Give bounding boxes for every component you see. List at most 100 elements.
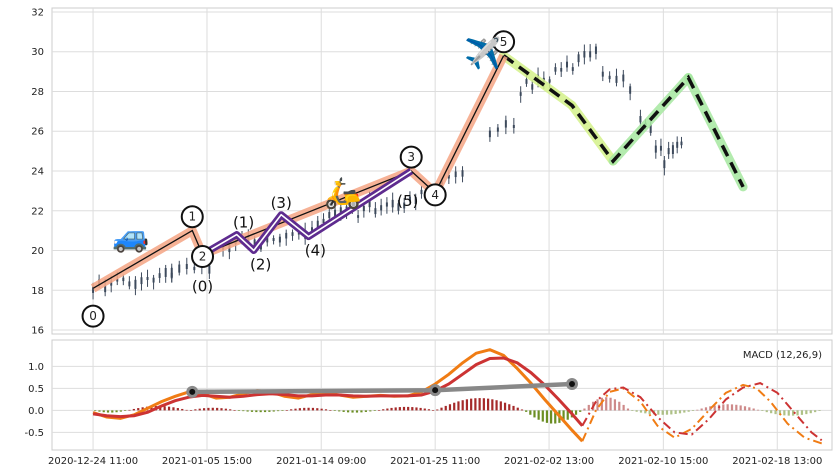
candle-body (368, 197, 371, 208)
macd-histogram-bar (431, 410, 435, 411)
primary-wave-label: 1 (188, 210, 196, 224)
macd-histogram-bar (259, 410, 262, 413)
candle-body (488, 130, 491, 138)
macd-histogram-bar (263, 410, 267, 413)
macd-histogram-bar (605, 397, 608, 411)
macd-histogram-bar (683, 410, 686, 413)
macd-y-tick-label: 0.0 (28, 406, 44, 417)
macd-histogram-bar (792, 410, 795, 416)
candle-body (525, 79, 528, 84)
macd-histogram-bar (648, 410, 651, 414)
price-panel: 16 18 20 22 24 26 28 30 32 0 1 2 3 4 5 (0) (1) (2) (3) (4) (… (31, 7, 833, 337)
macd-histogram-bar (351, 410, 354, 413)
macd-histogram-bar (141, 407, 144, 411)
macd-histogram-bar (320, 408, 323, 411)
macd-histogram-bar (224, 408, 227, 411)
macd-histogram-bar (587, 404, 590, 411)
candle-body (311, 227, 313, 231)
macd-histogram-bar (172, 407, 175, 411)
subwave-label: (2) (250, 255, 271, 273)
candle-body (278, 236, 281, 243)
macd-histogram-bar (626, 408, 630, 411)
primary-wave-label: 4 (431, 188, 439, 202)
price-y-tick-label: 22 (31, 206, 44, 217)
macd-histogram-bar (674, 410, 677, 414)
macd-histogram-bar (618, 401, 621, 411)
macd-histogram-bar (639, 410, 643, 413)
macd-histogram-bar (783, 410, 786, 416)
macd-histogram-bar (574, 410, 578, 415)
projection-wave-line (502, 54, 745, 188)
macd-histogram-bar (402, 406, 406, 411)
macd-histogram-bar (448, 404, 452, 411)
candle-body (649, 124, 652, 134)
macd-histogram-bar (119, 410, 122, 412)
macd-histogram-bar (566, 410, 569, 420)
macd-histogram-bar (770, 410, 773, 414)
candle-body (560, 67, 563, 72)
macd-histogram-bar (709, 406, 712, 411)
price-y-tick-label: 32 (31, 7, 44, 18)
price-y-tick-label: 24 (31, 167, 44, 178)
macd-histogram-bar (423, 408, 426, 411)
candle-body (122, 277, 125, 282)
macd-histogram-bar (176, 408, 179, 411)
macd-histogram-bar (415, 407, 418, 411)
macd-histogram-bar (748, 407, 751, 411)
subwave-label: (5) (397, 192, 418, 210)
macd-histogram-bar (290, 409, 293, 411)
macd-histogram-bar (726, 404, 729, 411)
candle-body (110, 281, 113, 286)
macd-histogram-bar (386, 408, 389, 411)
candle-body (380, 205, 383, 211)
macd-histogram-bar (512, 405, 515, 411)
wave-label-circle (492, 30, 516, 54)
macd-histogram-bar (194, 409, 197, 411)
candle-body (253, 239, 256, 246)
price-y-tick-label: 26 (31, 127, 44, 138)
macd-histogram-bar (691, 410, 695, 411)
x-tick-label: 2021-02-02 13:00 (504, 456, 594, 467)
macd-histogram-bar (377, 410, 381, 411)
subwave-label: (3) (271, 194, 292, 212)
candle-body (577, 54, 580, 63)
macd-histogram-bar (461, 400, 464, 411)
macd-histogram-bar (202, 408, 206, 411)
macd-histogram-bar (329, 410, 332, 411)
candle-body (391, 199, 394, 208)
subwave-label: (1) (233, 214, 254, 232)
candle-body (615, 75, 618, 83)
candle-body (334, 209, 337, 217)
macd-plot-frame (51, 339, 833, 451)
macd-histogram-bar (635, 410, 638, 412)
macd-histogram-bar (440, 407, 443, 411)
candle-body (659, 145, 662, 151)
subwave-inner-line (202, 170, 412, 256)
airplane-icon: ✈️ (464, 35, 501, 72)
macd-histogram-bar (796, 410, 799, 416)
macd-histogram-bar (394, 407, 397, 411)
wave-label-circle (81, 304, 105, 328)
macd-histogram-bar (470, 398, 473, 411)
wave-label-circle (423, 183, 447, 207)
macd-histogram-bar (600, 397, 603, 411)
macd-histogram-bar (419, 407, 422, 411)
divergence-point-inner (569, 381, 575, 387)
macd-histogram-bar (250, 410, 254, 412)
wave-label-circle (180, 205, 204, 229)
candle-body (128, 281, 131, 287)
macd-histogram-bar (503, 402, 507, 411)
macd-histogram-bar (411, 407, 414, 411)
macd-histogram-bar (562, 410, 565, 422)
candle-body (140, 277, 143, 285)
macd-histogram-bar (743, 406, 747, 411)
macd-histogram-bar (124, 410, 127, 411)
macd-histogram-bar (761, 410, 764, 411)
macd-histogram-bar (316, 408, 319, 411)
macd-histogram-bar (525, 410, 528, 412)
macd-histogram-bar (181, 408, 184, 411)
candle-body (447, 174, 450, 179)
macd-histogram-bar (465, 399, 469, 411)
macd-histogram-bar (713, 405, 716, 411)
macd-histogram-bar (324, 409, 328, 411)
